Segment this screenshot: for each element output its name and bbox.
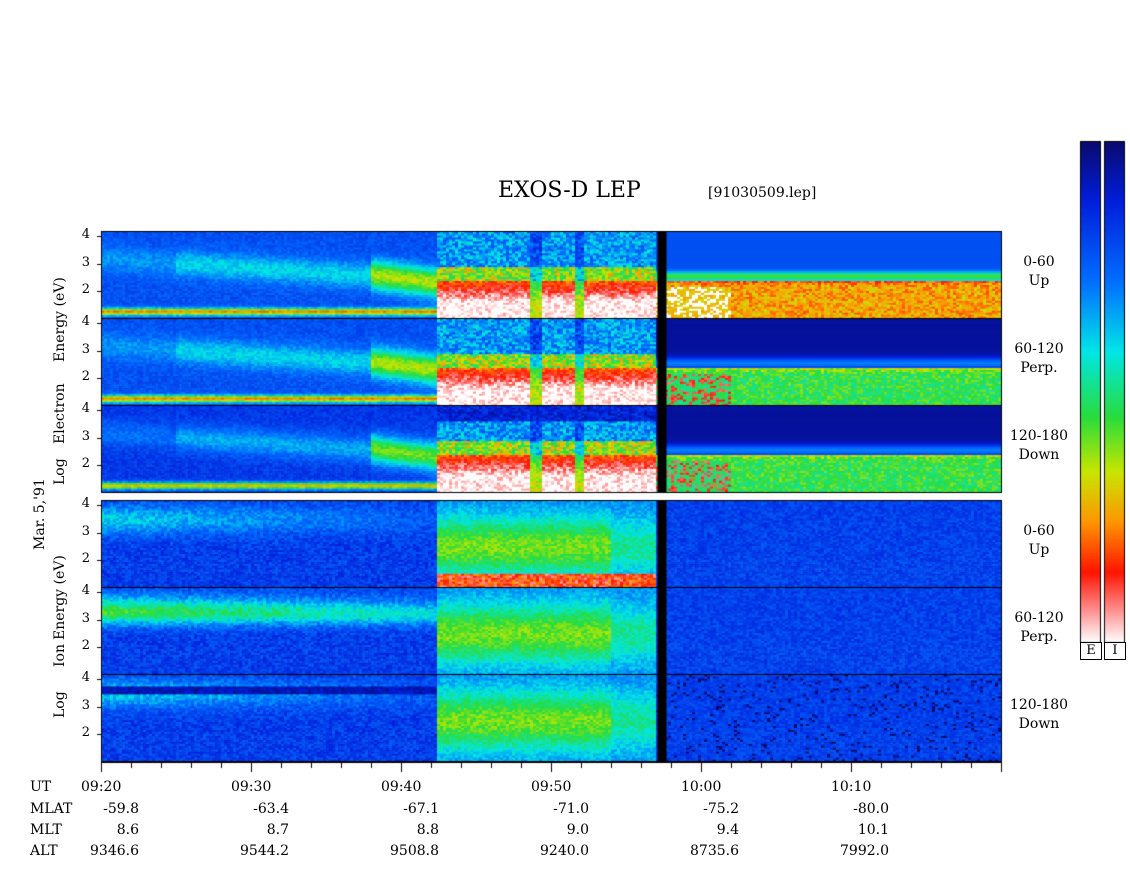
axis-row-label: MLAT	[30, 801, 73, 817]
panel-label-3: 0-60 Up	[1004, 522, 1074, 560]
axis-value-alt: 7992.0	[840, 843, 889, 859]
axis-value-ut: 10:10	[831, 779, 872, 795]
axis-value-ut: 09:30	[231, 779, 272, 795]
y-tick-label: 3	[81, 341, 90, 357]
axis-value-mlt: 9.4	[716, 822, 739, 838]
axis-value-mlat: -59.8	[103, 801, 139, 817]
axis-value-mlat: -80.0	[853, 801, 889, 817]
date-label: Mar. 5,'91	[32, 478, 48, 550]
chart-title: EXOS-D LEP	[498, 178, 641, 203]
panel-direction: Up	[1028, 273, 1050, 289]
y-tick-label: 2	[81, 637, 90, 653]
panel-angle: 0-60	[1023, 254, 1055, 270]
electron-ylabel-species: Electron	[52, 383, 68, 444]
y-tick-label: 4	[81, 670, 90, 686]
axis-row-label: UT	[30, 779, 52, 795]
y-tick-label: 2	[81, 455, 90, 471]
axis-value-ut: 09:40	[381, 779, 422, 795]
y-tick-label: 4	[81, 583, 90, 599]
axis-value-alt: 9346.6	[90, 843, 139, 859]
axis-value-alt: 9508.8	[390, 843, 439, 859]
axis-value-mlat: -75.2	[703, 801, 739, 817]
axis-value-mlt: 8.7	[266, 822, 289, 838]
y-tick-label: 4	[81, 496, 90, 512]
y-tick-label: 3	[81, 428, 90, 444]
y-tick-label: 3	[81, 610, 90, 626]
ion-ylabel-log: Log	[52, 691, 68, 718]
y-tick-label: 4	[81, 227, 90, 243]
axis-value-ut: 09:20	[81, 779, 122, 795]
axis-value-alt: 9240.0	[540, 843, 589, 859]
colorbar-ion-tag: I	[1104, 642, 1126, 660]
axis-value-mlat: -63.4	[253, 801, 289, 817]
panel-direction: Up	[1028, 542, 1050, 558]
y-tick-label: 3	[81, 697, 90, 713]
ion-ylabel-species: Ion	[52, 644, 68, 667]
panel-label-5: 120-180 Down	[1004, 696, 1074, 734]
panel-direction: Perp.	[1020, 629, 1058, 645]
axis-row-label: ALT	[30, 843, 58, 859]
panel-label-2: 120-180 Down	[1004, 427, 1074, 465]
panel-label-1: 60-120 Perp.	[1004, 340, 1074, 378]
axis-value-mlat: -67.1	[403, 801, 439, 817]
panel-direction: Perp.	[1020, 360, 1058, 376]
axis-value-mlt: 8.6	[116, 822, 139, 838]
ion-ylabel-energy: Energy (eV)	[52, 555, 68, 640]
panel-direction: Down	[1018, 716, 1060, 732]
panel-angle: 60-120	[1014, 610, 1064, 626]
file-label: [91030509.lep]	[708, 185, 817, 201]
colorbar-electron-tag: E	[1080, 642, 1102, 660]
axis-value-mlt: 9.0	[566, 822, 589, 838]
axis-value-alt: 8735.6	[690, 843, 739, 859]
axis-value-ut: 10:00	[681, 779, 722, 795]
panel-angle: 120-180	[1009, 428, 1069, 444]
y-tick-label: 3	[81, 523, 90, 539]
panel-angle: 60-120	[1014, 341, 1064, 357]
y-tick-label: 2	[81, 281, 90, 297]
y-tick-label: 3	[81, 254, 90, 270]
panel-label-4: 60-120 Perp.	[1004, 609, 1074, 647]
axis-value-mlt: 10.1	[857, 822, 889, 838]
electron-ylabel-log: Log	[52, 458, 68, 485]
y-tick-label: 2	[81, 724, 90, 740]
y-tick-label: 4	[81, 401, 90, 417]
panel-label-0: 0-60 Up	[1004, 253, 1074, 291]
panel-angle: 0-60	[1023, 523, 1055, 539]
axis-row-label: MLT	[30, 822, 62, 838]
y-tick-label: 4	[81, 314, 90, 330]
y-tick-label: 2	[81, 550, 90, 566]
y-tick-label: 2	[81, 368, 90, 384]
axis-value-alt: 9544.2	[240, 843, 289, 859]
axis-value-ut: 09:50	[531, 779, 572, 795]
axis-value-mlt: 8.8	[416, 822, 439, 838]
panel-angle: 120-180	[1009, 697, 1069, 713]
axis-value-mlat: -71.0	[553, 801, 589, 817]
panel-direction: Down	[1018, 447, 1060, 463]
electron-ylabel-energy: Energy (eV)	[52, 277, 68, 362]
